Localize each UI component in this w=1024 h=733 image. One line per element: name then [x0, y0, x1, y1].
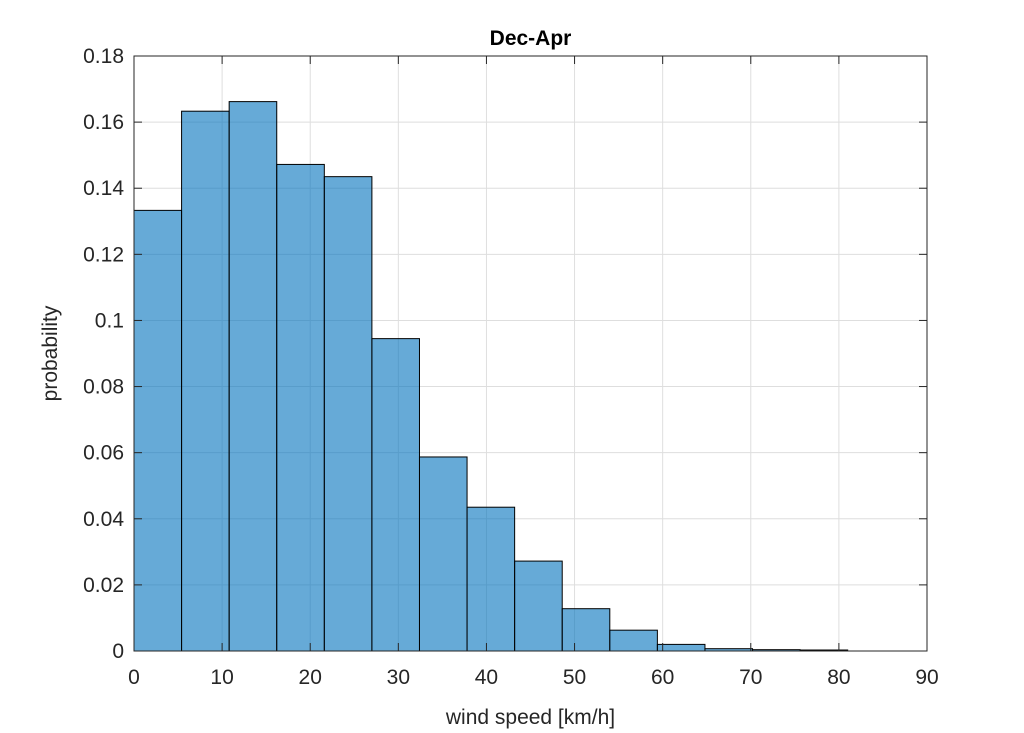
histogram-bar — [609, 629, 658, 652]
histogram-bar — [181, 110, 230, 652]
x-tick-label: 70 — [739, 666, 762, 689]
x-tick-label: 30 — [387, 666, 410, 689]
histogram-bar — [276, 163, 325, 652]
tick-labels: 0 10 20 30 40 50 60 70 80 90 0 0.02 0.04 0.06 0.08 0.1 0… — [83, 45, 939, 689]
histogram-bar — [228, 101, 278, 652]
histogram-bar — [418, 456, 468, 652]
histogram-bar — [466, 506, 516, 652]
y-tick-label: 0.16 — [83, 111, 124, 134]
histogram-bar — [323, 176, 373, 652]
x-tick-label: 20 — [299, 666, 322, 689]
histogram-bars — [133, 101, 849, 652]
axes — [133, 55, 928, 652]
histogram-bar — [656, 643, 706, 652]
x-tick-label: 80 — [827, 666, 850, 689]
histogram-bar — [133, 209, 183, 652]
x-tick-label: 90 — [915, 666, 938, 689]
y-tick-label: 0.02 — [83, 574, 124, 597]
x-tick-label: 40 — [475, 666, 498, 689]
y-tick-label: 0.08 — [83, 376, 124, 399]
y-tick-label: 0.14 — [83, 177, 124, 200]
y-tick-label: 0 — [112, 640, 124, 663]
chart-title: Dec-Apr — [490, 27, 572, 50]
x-axis-label: wind speed [km/h] — [445, 706, 615, 729]
histogram-bar — [371, 338, 420, 652]
y-tick-label: 0.06 — [83, 442, 124, 465]
x-tick-label: 10 — [210, 666, 233, 689]
plot-box — [133, 55, 928, 652]
y-tick-label: 0.1 — [95, 309, 124, 332]
histogram-bar — [514, 560, 563, 652]
y-tick-label: 0.04 — [83, 508, 124, 531]
x-tick-label: 0 — [128, 666, 140, 689]
y-axis-label: probability — [39, 305, 62, 401]
x-tick-label: 60 — [651, 666, 674, 689]
y-tick-label: 0.18 — [83, 45, 124, 68]
x-tick-label: 50 — [563, 666, 586, 689]
histogram-bar — [561, 608, 611, 652]
y-tick-label: 0.12 — [83, 243, 124, 266]
